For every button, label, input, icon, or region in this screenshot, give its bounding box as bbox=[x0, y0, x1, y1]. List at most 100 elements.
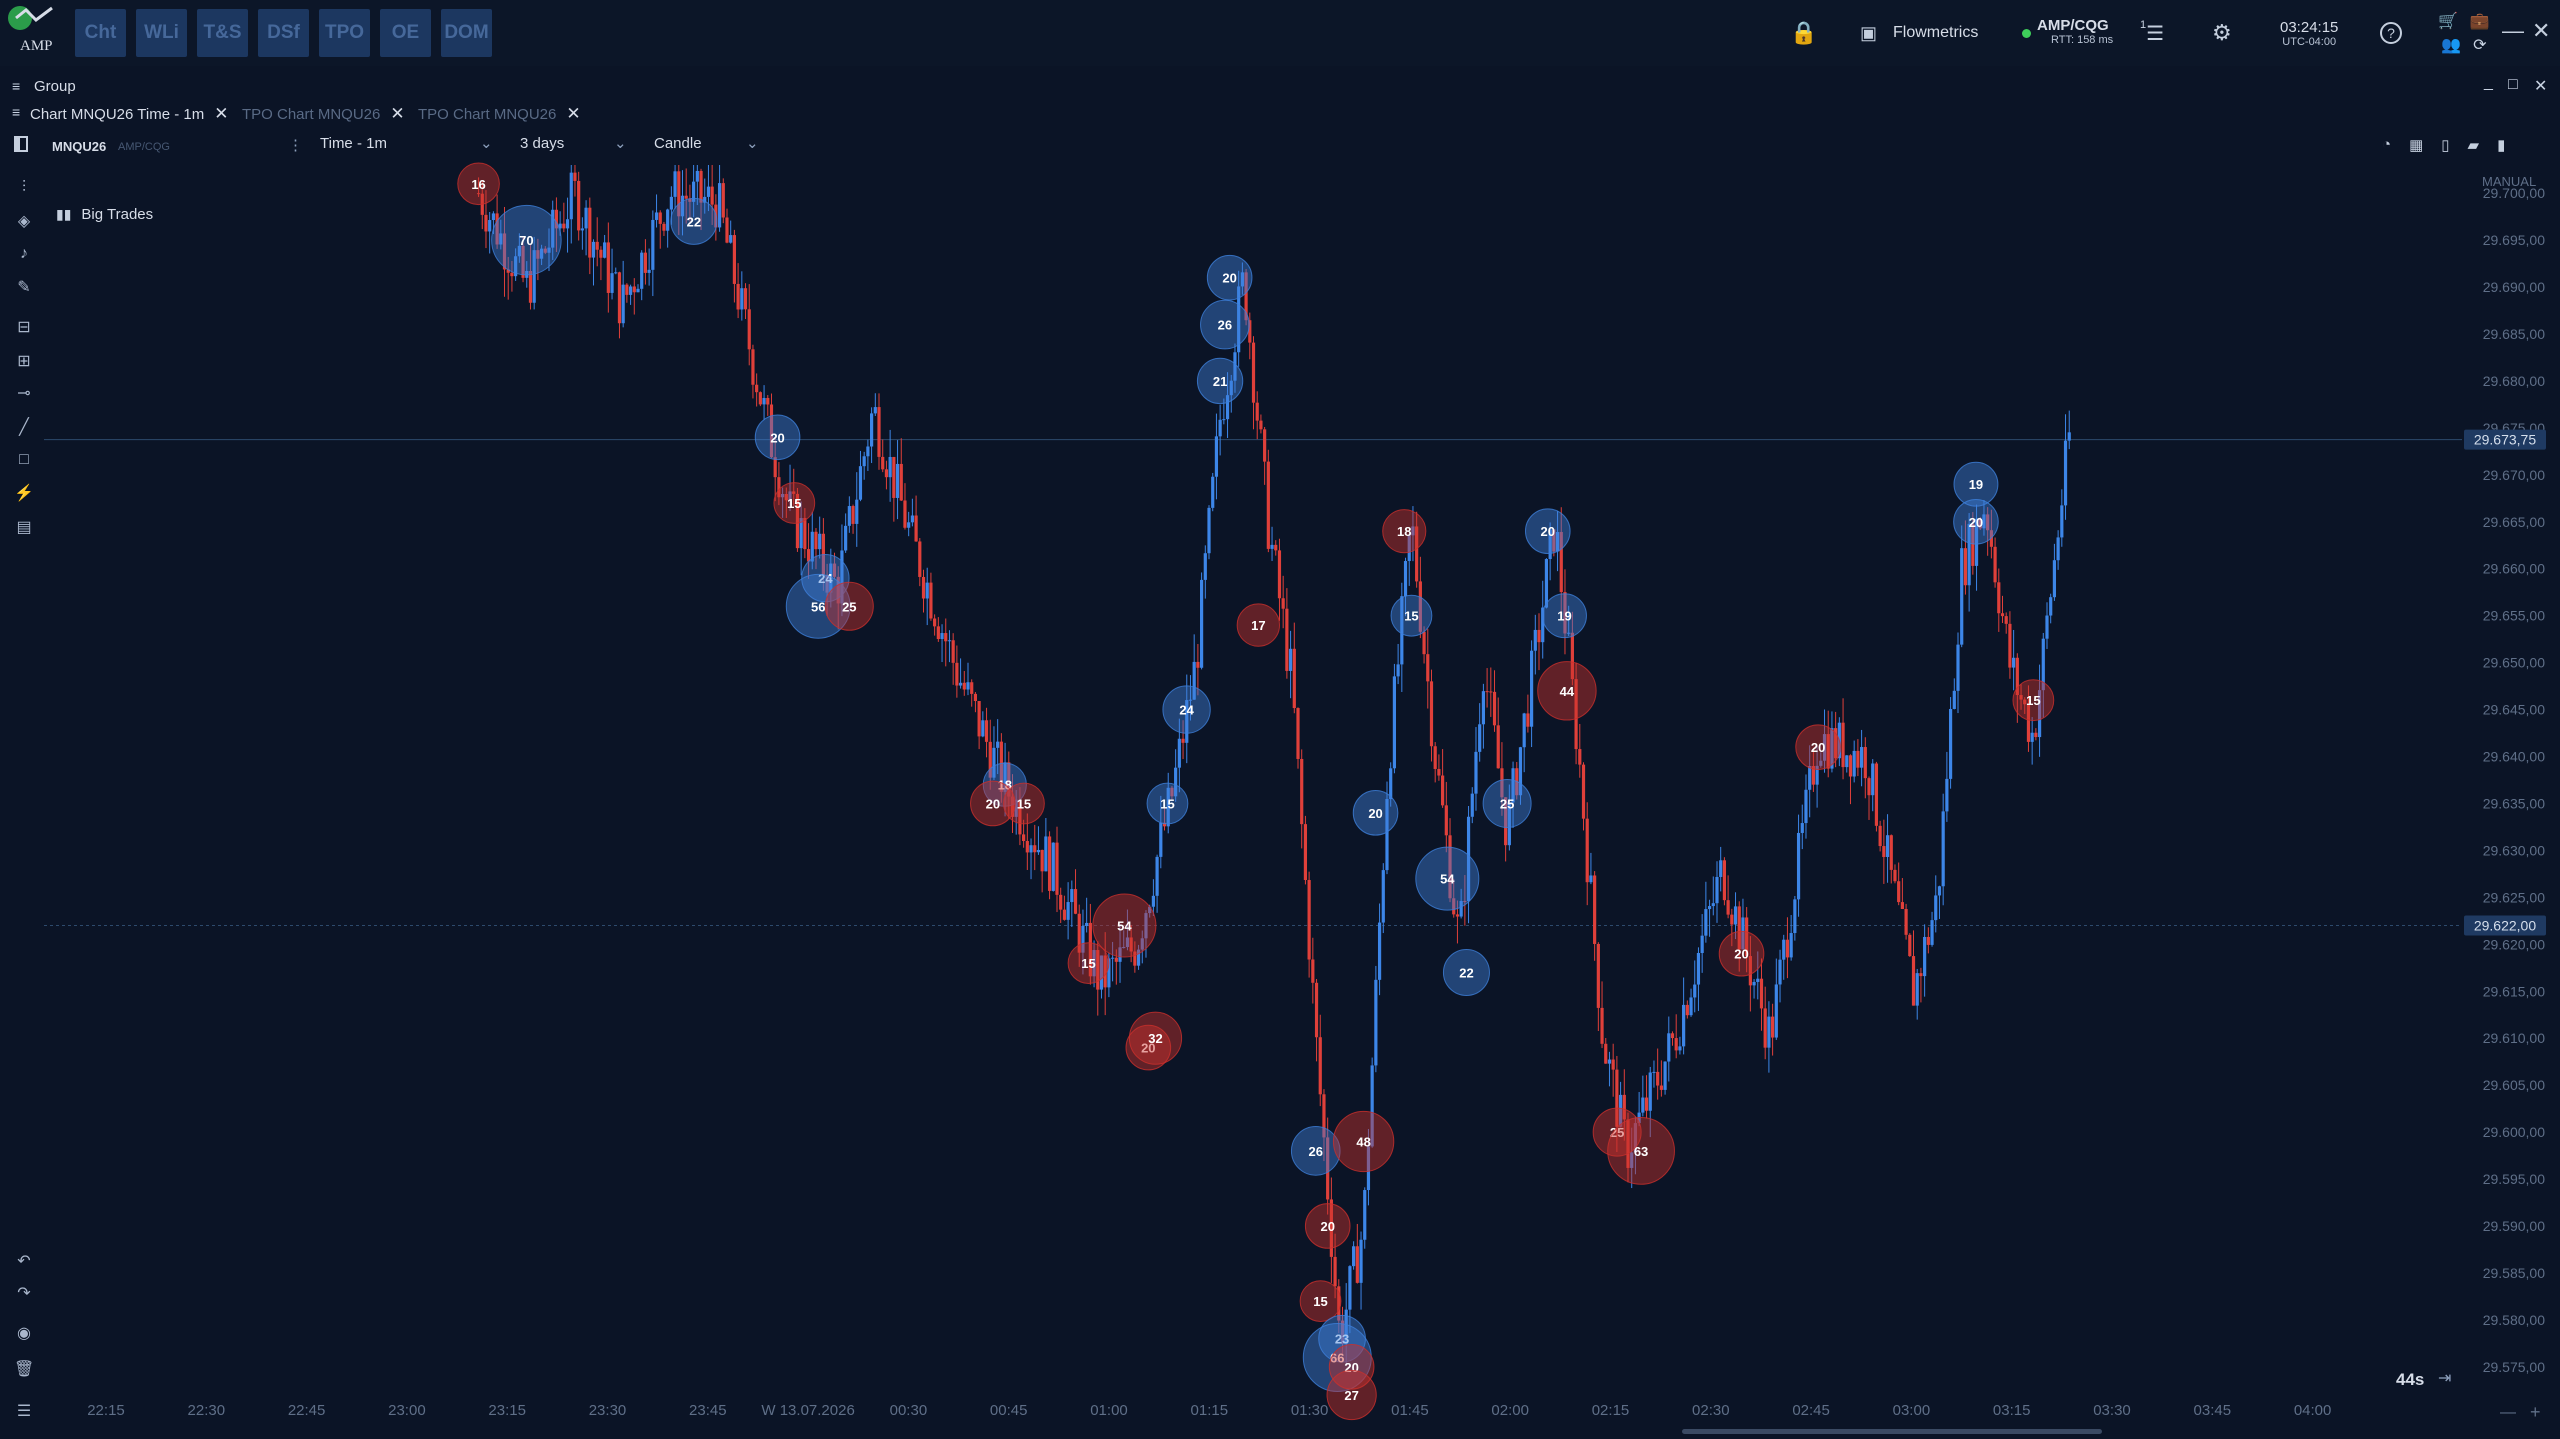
candle-body bbox=[781, 493, 785, 498]
briefcase-icon[interactable]: 💼 bbox=[2469, 13, 2490, 30]
scale-mode-label[interactable]: MANUAL bbox=[2482, 174, 2537, 189]
chevron-down-icon[interactable]: ⌄ bbox=[480, 135, 493, 152]
symbol-menu-icon[interactable]: ⋮ bbox=[288, 137, 303, 154]
candle-body bbox=[662, 223, 666, 231]
layers-icon[interactable]: ◈ bbox=[17, 213, 31, 230]
timeframe-select[interactable]: Time - 1m bbox=[320, 135, 387, 152]
candle-body bbox=[628, 286, 633, 295]
candle-body bbox=[1578, 749, 1582, 765]
tabs-menu-icon[interactable]: ≡ bbox=[12, 104, 21, 120]
chevron-down-icon[interactable]: ⌄ bbox=[614, 135, 627, 152]
candle-body bbox=[2012, 657, 2016, 668]
big-trade-bubble bbox=[457, 162, 500, 206]
tab-chart-mnqu26[interactable]: Chart MNQU26 Time - 1m ✕ bbox=[30, 104, 228, 124]
style-select[interactable]: Candle bbox=[654, 135, 702, 152]
candle-body bbox=[1863, 747, 1867, 779]
panel-minimize-icon[interactable]: _ bbox=[2484, 74, 2493, 91]
help-button[interactable]: ? bbox=[2380, 0, 2402, 66]
undo-icon[interactable]: ↶ bbox=[17, 1253, 31, 1270]
candle-body bbox=[1641, 1097, 1645, 1113]
chevron-down-icon[interactable]: ⌄ bbox=[746, 135, 759, 152]
candle-body bbox=[1170, 787, 1174, 797]
eye-icon[interactable]: ◉ bbox=[17, 1325, 31, 1342]
symbol-label[interactable]: MNQU26 bbox=[52, 139, 107, 154]
chart-scrollbar[interactable] bbox=[1682, 1429, 2102, 1434]
candle-body bbox=[1771, 1016, 1775, 1038]
group-menu-icon[interactable]: ≡ bbox=[12, 78, 21, 94]
tab-close-icon[interactable]: ✕ bbox=[390, 104, 405, 123]
panel-maximize-icon[interactable]: □ bbox=[2508, 76, 2518, 93]
panel-toggle-icon[interactable]: ▮ bbox=[2497, 137, 2506, 154]
candle-body bbox=[1726, 900, 1730, 915]
hline-icon[interactable]: ⊸ bbox=[17, 385, 31, 402]
connection-rtt: RTT: 158 ms bbox=[2051, 34, 2114, 46]
candle-body bbox=[1974, 518, 1979, 566]
module-button-1[interactable]: WLi bbox=[136, 9, 187, 57]
minimize-icon[interactable]: — bbox=[2502, 18, 2524, 43]
account-icon[interactable]: 👥 bbox=[2441, 37, 2462, 54]
candle-body bbox=[1433, 746, 1437, 769]
big-trade-bubble bbox=[754, 414, 801, 461]
y-tick-label: 29.640,00 bbox=[2483, 749, 2545, 765]
trash-icon[interactable]: 🗑 bbox=[14, 1361, 35, 1378]
module-button-3[interactable]: DSf bbox=[258, 9, 309, 57]
redo-icon[interactable]: ↷ bbox=[17, 1285, 31, 1302]
fib-icon[interactable]: ⊞ bbox=[17, 353, 31, 370]
zoom-in-icon[interactable]: + bbox=[2530, 1402, 2541, 1422]
tab-close-icon[interactable]: ✕ bbox=[214, 104, 229, 123]
range-icon[interactable]: ⊟ bbox=[17, 319, 31, 336]
big-trade-size: 15 bbox=[1313, 1294, 1327, 1309]
template-icon[interactable]: ▰ bbox=[2467, 137, 2480, 154]
big-trade-bubble bbox=[982, 762, 1027, 807]
panel-close-icon[interactable]: ✕ bbox=[2534, 78, 2548, 95]
chat-button[interactable]: 1 ☰ bbox=[2140, 0, 2164, 66]
connection-status[interactable]: AMP/CQG RTT: 158 ms bbox=[2022, 0, 2113, 66]
y-tick-label: 29.605,00 bbox=[2483, 1077, 2545, 1093]
layout-button[interactable]: ▣ Flowmetrics bbox=[1860, 0, 1978, 66]
rectangle-icon[interactable]: □ bbox=[19, 451, 29, 468]
tab-close-icon[interactable]: ✕ bbox=[566, 104, 581, 123]
chat-bubble-icon[interactable]: ◔ bbox=[2382, 136, 2392, 153]
chat-icon: ☰ bbox=[2146, 22, 2165, 45]
candle-body bbox=[1618, 1094, 1623, 1127]
module-button-0[interactable]: Cht bbox=[75, 9, 126, 57]
candle-body bbox=[747, 309, 751, 350]
candle-body bbox=[1344, 1309, 1348, 1344]
zoom-out-icon[interactable]: — bbox=[2500, 1404, 2516, 1421]
cart-icon[interactable]: 🛒 bbox=[2438, 13, 2458, 30]
candle-body bbox=[669, 196, 673, 210]
text-tool-icon[interactable]: ▤ bbox=[16, 519, 32, 536]
candle-body bbox=[1359, 1239, 1363, 1283]
candle-body bbox=[621, 284, 625, 324]
module-button-5[interactable]: OE bbox=[380, 9, 431, 57]
module-button-4[interactable]: TPO bbox=[319, 9, 370, 57]
list-icon[interactable]: ☰ bbox=[16, 1403, 32, 1420]
big-trade-size: 25 bbox=[1500, 796, 1514, 811]
candle-body bbox=[1626, 1119, 1630, 1168]
tab-tpo-chart-1[interactable]: TPO Chart MNQU26 ✕ bbox=[242, 104, 405, 124]
candle-body bbox=[636, 288, 640, 293]
module-button-2[interactable]: T&S bbox=[197, 9, 248, 57]
indicators-icon[interactable]: ⫶ bbox=[21, 179, 26, 196]
scroll-to-end-icon[interactable]: ⇥ bbox=[2438, 1370, 2452, 1387]
trash-icon[interactable]: ▯ bbox=[2441, 137, 2450, 154]
tab-tpo-chart-2[interactable]: TPO Chart MNQU26 ✕ bbox=[418, 104, 581, 124]
big-trade-bubble bbox=[1128, 1011, 1183, 1065]
refresh-icon[interactable]: ⟳ bbox=[2473, 37, 2487, 54]
settings-button[interactable]: ⚙ bbox=[2212, 0, 2232, 66]
grid-icon[interactable]: ▦ bbox=[2409, 137, 2424, 154]
close-icon[interactable]: ✕ bbox=[2532, 18, 2551, 43]
x-tick-label: 03:45 bbox=[2194, 1402, 2232, 1419]
brush-icon[interactable]: ⚡ bbox=[14, 485, 34, 502]
alert-bell-icon[interactable]: ♪ bbox=[20, 245, 28, 262]
range-select[interactable]: 3 days bbox=[520, 135, 565, 152]
trendline-icon[interactable]: ╱ bbox=[19, 419, 29, 436]
lock-icon[interactable]: 🔒 bbox=[1790, 20, 1818, 45]
module-button-6[interactable]: DOM bbox=[441, 9, 492, 57]
pencil-icon[interactable]: ✎ bbox=[17, 279, 31, 296]
sidebar-toggle-icon[interactable] bbox=[14, 136, 28, 152]
big-trade-bubble bbox=[1953, 461, 1999, 507]
candle-body bbox=[710, 186, 714, 205]
indicator-legend[interactable]: ▮▮ Big Trades bbox=[56, 206, 153, 223]
